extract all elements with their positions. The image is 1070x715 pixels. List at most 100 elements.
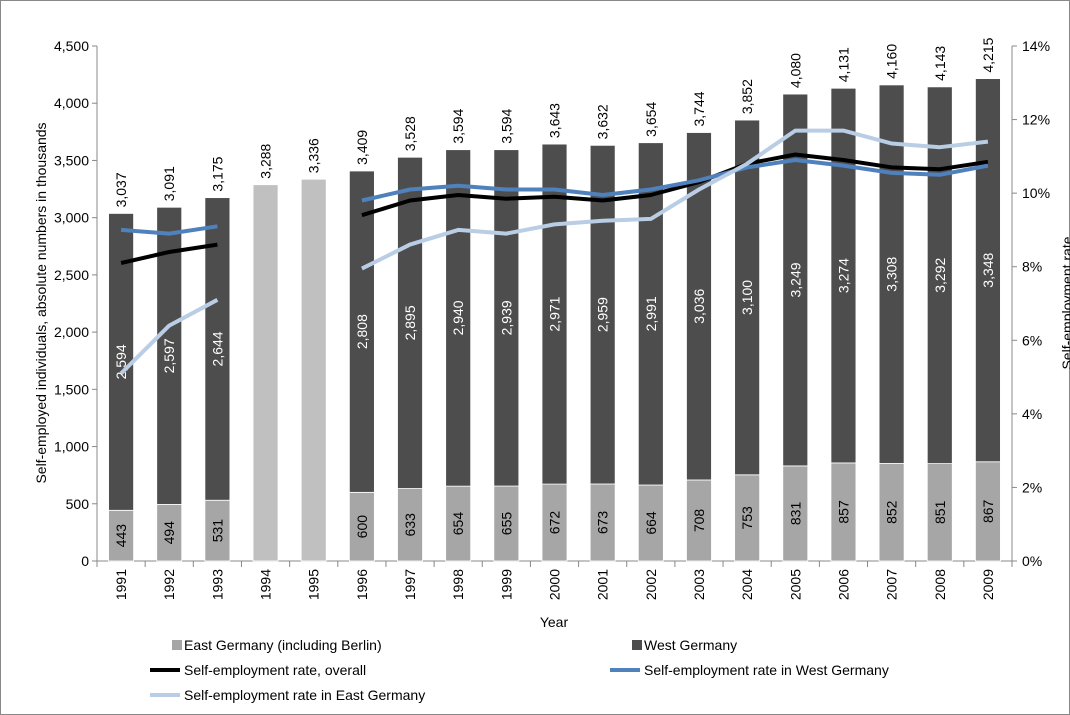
bar-segment (108, 509, 134, 562)
bar-segment (348, 170, 375, 493)
y-tick-label: 1,500 (54, 381, 89, 397)
y-tick-label: 3,500 (54, 152, 89, 168)
data-label: 673 (595, 511, 611, 535)
total-label: 4,215 (980, 37, 996, 72)
bar-segment (734, 474, 761, 562)
total-label: 3,288 (258, 143, 274, 178)
y2-tick-label: 0% (1022, 553, 1042, 569)
legend-swatch (172, 640, 182, 650)
data-label: 600 (354, 515, 370, 539)
legend-swatch (632, 640, 642, 650)
bar-segment (397, 156, 423, 489)
total-label: 3,594 (498, 108, 514, 143)
y-tick-label: 4,500 (54, 38, 89, 54)
x-tick-label: 2001 (595, 569, 611, 600)
data-label: 851 (932, 500, 948, 524)
total-label: 4,143 (932, 46, 948, 81)
y2-tick-label: 2% (1022, 479, 1042, 495)
y-axis-label: Self-employed individuals, absolute numb… (33, 122, 49, 483)
x-tick-label: 2003 (691, 569, 707, 600)
x-tick-label: 2004 (739, 569, 755, 600)
x-tick-label: 1997 (402, 569, 418, 600)
x-tick-label: 1993 (209, 569, 225, 600)
x-tick-label: 2000 (547, 569, 563, 600)
y2-tick-label: 8% (1022, 259, 1042, 275)
bar-segment (734, 119, 761, 476)
legend-label: West Germany (644, 637, 737, 653)
y-tick-label: 1,000 (54, 439, 89, 455)
x-tick-label: 1999 (498, 569, 514, 600)
bar-segment (204, 499, 231, 562)
data-label: 2,808 (354, 314, 370, 349)
legend-label: Self-employment rate, overall (184, 662, 366, 678)
data-label: 3,249 (787, 262, 803, 297)
total-label: 4,080 (787, 53, 803, 88)
data-label: 654 (450, 512, 466, 536)
data-label: 655 (498, 512, 514, 536)
data-label: 664 (643, 511, 659, 535)
y-tick-label: 2,500 (54, 267, 89, 283)
data-label: 2,959 (595, 297, 611, 332)
legend-label: Self-employment rate in West Germany (644, 662, 889, 678)
bar-segment (541, 483, 568, 562)
bar-segment (541, 143, 568, 485)
x-tick-label: 2008 (932, 569, 948, 600)
data-label: 2,991 (643, 296, 659, 331)
total-label: 3,037 (113, 172, 129, 207)
x-tick-label: 1998 (450, 569, 466, 600)
data-label: 852 (884, 500, 900, 524)
data-label: 2,940 (450, 300, 466, 335)
bar-segment (589, 483, 616, 562)
data-label: 2,597 (161, 338, 177, 373)
y-tick-label: 4,000 (54, 95, 89, 111)
rate-line (120, 152, 989, 265)
bar-segment (830, 462, 857, 562)
y-tick-label: 3,000 (54, 210, 89, 226)
bar-segment (493, 485, 520, 562)
bar-segment (156, 206, 183, 505)
total-label: 3,654 (643, 102, 659, 137)
data-label: 831 (787, 502, 803, 526)
total-label: 4,131 (835, 47, 851, 82)
data-label: 2,644 (209, 331, 225, 366)
data-label: 672 (547, 511, 563, 535)
data-label: 443 (113, 524, 129, 548)
x-tick-label: 2002 (643, 569, 659, 600)
bar-segment (975, 461, 1001, 562)
bar-total (300, 178, 327, 562)
x-axis-label: Year (540, 614, 569, 630)
data-label: 3,292 (932, 258, 948, 293)
total-label: 3,336 (306, 138, 322, 173)
bar-segment (397, 488, 423, 562)
bar-segment (348, 491, 375, 562)
bar-total (252, 184, 279, 562)
y-tick-label: 500 (66, 496, 90, 512)
bar-segment (686, 479, 712, 562)
bar-segment (637, 142, 664, 486)
x-tick-label: 1995 (306, 569, 322, 600)
bar-segment (156, 504, 183, 562)
bar-segment (204, 197, 231, 501)
bar-segment (445, 485, 472, 562)
legend-label: East Germany (including Berlin) (184, 637, 382, 653)
rate-line (119, 128, 989, 375)
total-label: 3,632 (595, 104, 611, 139)
total-label: 3,091 (161, 166, 177, 201)
y2-axis-label: Self-employment rate (1059, 236, 1070, 369)
bar-segment (878, 463, 905, 562)
data-label: 494 (161, 521, 177, 545)
y2-tick-label: 4% (1022, 406, 1042, 422)
x-tick-label: 2007 (884, 569, 900, 600)
bar-segment (926, 86, 953, 465)
x-tick-label: 1996 (354, 569, 370, 600)
data-label: 2,895 (402, 305, 418, 340)
bar-segment (445, 149, 472, 487)
y2-tick-label: 10% (1022, 185, 1050, 201)
data-label: 867 (980, 499, 996, 523)
data-label: 2,594 (113, 344, 129, 379)
total-label: 3,744 (691, 91, 707, 126)
data-label: 633 (402, 513, 418, 537)
data-label: 2,939 (498, 300, 514, 335)
total-label: 3,594 (450, 108, 466, 143)
data-label: 3,274 (835, 258, 851, 293)
